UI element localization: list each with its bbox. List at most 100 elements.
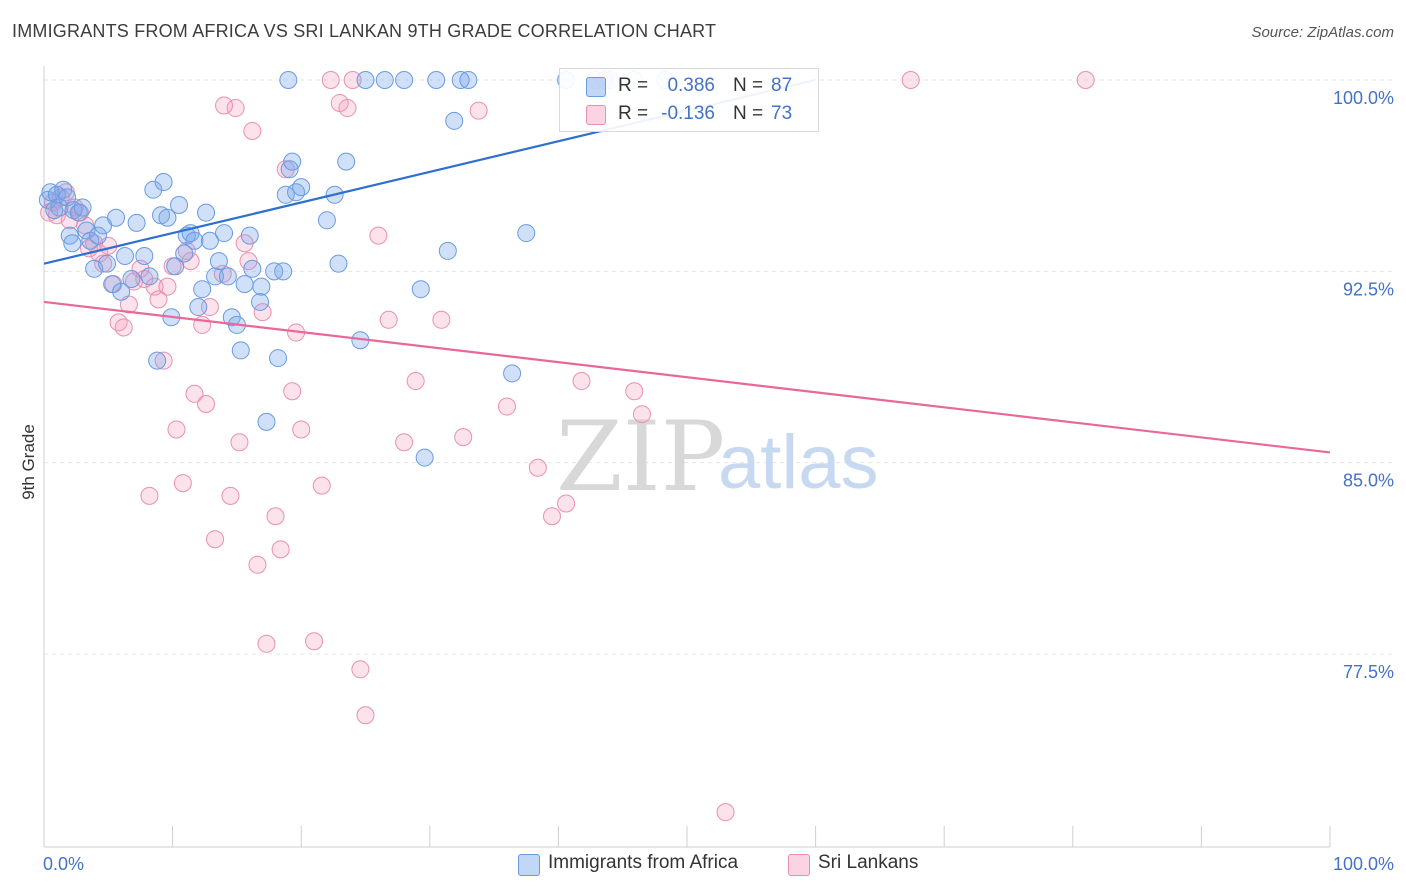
data-point-sri-lankans bbox=[140, 486, 159, 505]
data-point-sri-lankans bbox=[432, 310, 451, 329]
data-point-sri-lankans bbox=[114, 318, 133, 337]
data-point-sri-lankans bbox=[206, 530, 225, 549]
data-point-sri-lankans bbox=[149, 290, 168, 309]
legend-swatch-blue bbox=[586, 77, 606, 97]
data-point-africa bbox=[240, 226, 259, 245]
data-point-africa bbox=[251, 292, 270, 311]
data-point-africa bbox=[215, 224, 234, 243]
data-point-africa bbox=[503, 364, 522, 383]
data-point-africa bbox=[209, 252, 228, 271]
data-point-africa bbox=[200, 231, 219, 250]
data-point-sri-lankans bbox=[321, 71, 340, 89]
data-point-sri-lankans bbox=[135, 269, 154, 288]
x-tick-label-max: 100.0% bbox=[1333, 854, 1394, 874]
data-point-sri-lankans bbox=[528, 458, 547, 477]
data-point-sri-lankans bbox=[557, 494, 576, 513]
data-point-africa bbox=[185, 231, 204, 250]
data-point-africa bbox=[329, 254, 348, 273]
legend-r-label: R = bbox=[618, 75, 649, 96]
data-point-africa bbox=[170, 196, 189, 215]
data-point-africa bbox=[269, 349, 288, 368]
africa-points bbox=[38, 71, 675, 467]
data-point-africa bbox=[274, 262, 293, 281]
data-point-sri-lankans bbox=[177, 241, 196, 260]
data-point-africa bbox=[317, 211, 336, 230]
data-point-africa bbox=[45, 201, 64, 220]
data-point-sri-lankans bbox=[632, 405, 651, 424]
data-point-africa bbox=[218, 267, 237, 286]
data-point-sri-lankans bbox=[343, 71, 362, 89]
data-point-sri-lankans bbox=[221, 486, 240, 505]
data-point-africa bbox=[122, 269, 141, 288]
data-point-sri-lankans bbox=[185, 384, 204, 403]
data-point-africa bbox=[356, 71, 375, 89]
data-point-africa bbox=[77, 221, 96, 240]
data-point-africa bbox=[148, 351, 167, 370]
data-point-sri-lankans bbox=[497, 397, 516, 416]
data-point-sri-lankans bbox=[716, 803, 735, 822]
data-point-sri-lankans bbox=[253, 303, 272, 322]
data-point-sri-lankans bbox=[271, 540, 290, 559]
trendlines bbox=[43, 78, 1331, 454]
data-point-africa bbox=[243, 259, 262, 278]
data-point-sri-lankans bbox=[454, 428, 473, 447]
data-point-africa bbox=[154, 173, 173, 192]
data-point-africa bbox=[231, 341, 250, 360]
chart-title: IMMIGRANTS FROM AFRICA VS SRI LANKAN 9TH… bbox=[12, 21, 717, 41]
data-point-africa bbox=[175, 244, 194, 263]
data-point-sri-lankans bbox=[226, 99, 245, 118]
data-point-sri-lankans bbox=[230, 433, 249, 452]
data-point-africa bbox=[438, 241, 457, 260]
source-label: Source: ZipAtlas.com bbox=[1251, 24, 1394, 41]
data-point-sri-lankans bbox=[469, 101, 488, 120]
data-point-africa bbox=[116, 247, 135, 266]
data-point-africa bbox=[375, 71, 394, 89]
data-point-sri-lankans bbox=[901, 71, 920, 89]
data-point-africa bbox=[257, 412, 276, 431]
bottom-legend-africa-label: Immigrants from Africa bbox=[548, 852, 739, 873]
bottom-legend-sri-lankans-label: Sri Lankans bbox=[818, 852, 919, 873]
data-point-africa bbox=[206, 267, 225, 286]
y-tick-label: 92.5% bbox=[1343, 279, 1394, 299]
data-point-sri-lankans bbox=[94, 254, 113, 273]
data-point-africa bbox=[73, 198, 92, 217]
data-point-africa bbox=[411, 280, 430, 299]
y-tick-label: 100.0% bbox=[1333, 88, 1394, 108]
data-point-sri-lankans bbox=[572, 372, 591, 391]
data-point-africa bbox=[427, 71, 446, 89]
y-tick-label: 85.0% bbox=[1343, 471, 1394, 491]
data-point-africa bbox=[292, 178, 311, 197]
data-point-sri-lankans bbox=[276, 160, 295, 179]
y-tick-label: 77.5% bbox=[1343, 662, 1394, 682]
data-point-africa bbox=[337, 152, 356, 171]
data-point-sri-lankans bbox=[379, 310, 398, 329]
data-point-africa bbox=[107, 208, 126, 227]
watermark-atlas: atlas bbox=[718, 420, 879, 505]
legend-n-label: N = bbox=[733, 103, 764, 124]
y-tick-labels: 100.0% 92.5% 85.0% 77.5% bbox=[1333, 88, 1394, 682]
legend-n-value: 73 bbox=[771, 103, 793, 124]
data-point-sri-lankans bbox=[351, 660, 370, 679]
data-point-africa bbox=[144, 180, 163, 199]
data-point-sri-lankans bbox=[406, 372, 425, 391]
data-point-sri-lankans bbox=[338, 99, 357, 118]
data-point-sri-lankans bbox=[248, 555, 267, 574]
trendline-sri-lankans bbox=[43, 300, 1331, 454]
data-point-africa bbox=[50, 198, 69, 217]
data-point-sri-lankans bbox=[257, 634, 276, 653]
data-point-africa bbox=[283, 152, 302, 171]
legend-r-value: 0.386 bbox=[667, 75, 715, 96]
data-point-sri-lankans bbox=[283, 382, 302, 401]
data-point-sri-lankans bbox=[1076, 71, 1095, 89]
data-point-africa bbox=[287, 183, 306, 202]
data-point-sri-lankans bbox=[243, 122, 262, 141]
data-point-africa bbox=[89, 226, 108, 245]
data-point-africa bbox=[445, 111, 464, 130]
data-point-africa bbox=[252, 277, 271, 296]
data-point-africa bbox=[189, 298, 208, 317]
data-point-africa bbox=[135, 247, 154, 266]
legend-r-value: -0.136 bbox=[661, 103, 715, 124]
axes bbox=[43, 66, 1331, 848]
legend-r-label: R = bbox=[618, 103, 649, 124]
